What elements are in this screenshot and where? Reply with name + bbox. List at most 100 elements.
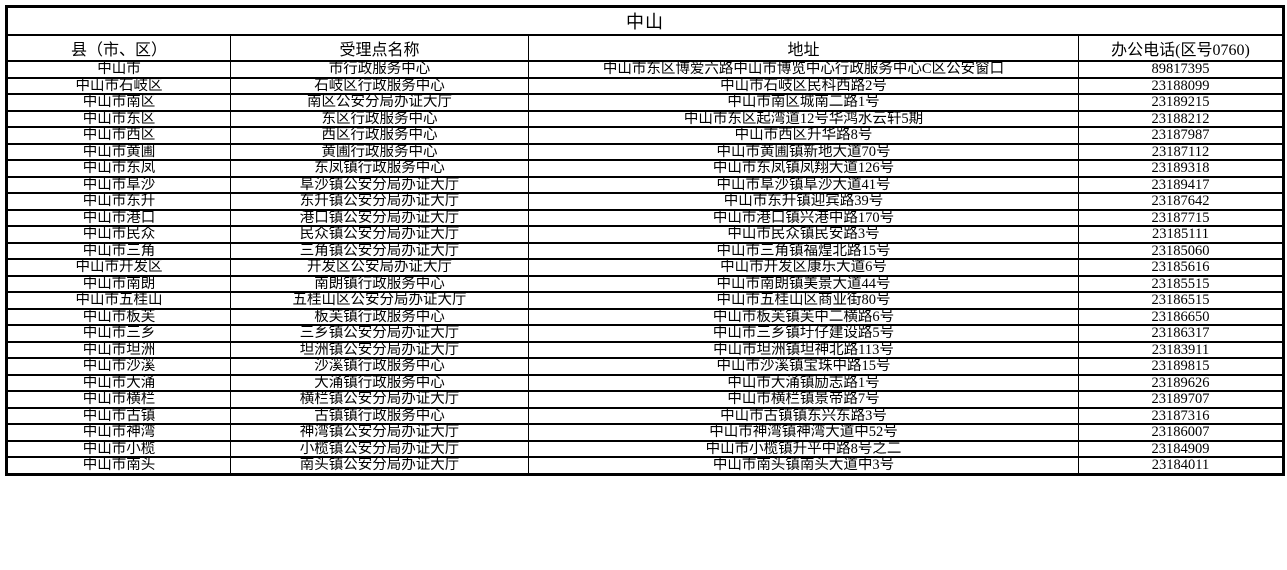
table-row: 中山市五桂山 五桂山区公安分局办证大厅 中山市五桂山区商业街80号 23186515 [6, 291, 1284, 310]
cell-phone: 23185616 [1078, 258, 1284, 277]
cell-phone: 23189707 [1078, 390, 1284, 409]
cell-office-name: 板芙镇行政服务中心 [230, 307, 529, 326]
cell-office-name: 坦洲镇公安分局办证大厅 [230, 340, 529, 359]
cell-office-name: 南区公安分局办证大厅 [230, 93, 529, 112]
cell-office-name: 大涌镇行政服务中心 [230, 373, 529, 392]
page-body: 中山 县（市、区） 受理点名称 地址 办公电话(区号0760) 中山市 市行政服务… [5, 5, 1285, 476]
cell-phone: 23184909 [1078, 439, 1284, 458]
cell-phone: 23187987 [1078, 126, 1284, 145]
cell-address: 中山市东凤镇凤翔大道126号 [528, 159, 1079, 178]
cell-phone: 23186007 [1078, 423, 1284, 442]
cell-address: 中山市南区城南二路1号 [528, 93, 1079, 112]
cell-office-name: 石岐区行政服务中心 [230, 76, 529, 95]
cell-address: 中山市板芙镇芙中二横路6号 [528, 307, 1079, 326]
cell-address: 中山市西区升华路8号 [528, 126, 1079, 145]
cell-phone: 23189215 [1078, 93, 1284, 112]
cell-office-name: 南头镇公安分局办证大厅 [230, 456, 529, 475]
cell-address: 中山市港口镇兴港中路170号 [528, 208, 1079, 227]
cell-address: 中山市三乡镇圩仔建设路5号 [528, 324, 1079, 343]
cell-address: 中山市南头镇南头大道中3号 [528, 456, 1079, 475]
cell-office-name: 神湾镇公安分局办证大厅 [230, 423, 529, 442]
cell-district: 中山市东区 [6, 109, 231, 128]
cell-address: 中山市大涌镇励志路1号 [528, 373, 1079, 392]
cell-phone: 23187715 [1078, 208, 1284, 227]
cell-district: 中山市开发区 [6, 258, 231, 277]
table-row: 中山市大涌 大涌镇行政服务中心 中山市大涌镇励志路1号 23189626 [6, 373, 1284, 392]
cell-phone: 23189417 [1078, 175, 1284, 194]
cell-district: 中山市三角 [6, 241, 231, 260]
cell-district: 中山市南头 [6, 456, 231, 475]
cell-office-name: 三乡镇公安分局办证大厅 [230, 324, 529, 343]
cell-district: 中山市民众 [6, 225, 231, 244]
table-row: 中山市古镇 古镇镇行政服务中心 中山市古镇镇东兴东路3号 23187316 [6, 406, 1284, 425]
cell-district: 中山市小榄 [6, 439, 231, 458]
cell-address: 中山市东区起湾道12号华鸿水云轩5期 [528, 109, 1079, 128]
table-row: 中山市开发区 开发区公安局办证大厅 中山市开发区康乐大道6号 23185616 [6, 258, 1284, 277]
cell-district: 中山市大涌 [6, 373, 231, 392]
table-body: 中山市 市行政服务中心 中山市东区博爱六路中山市博览中心行政服务中心C区公安窗口 89… [6, 60, 1284, 475]
table-header-row: 县（市、区） 受理点名称 地址 办公电话(区号0760) [6, 34, 1284, 62]
cell-district: 中山市阜沙 [6, 175, 231, 194]
cell-office-name: 西区行政服务中心 [230, 126, 529, 145]
cell-district: 中山市黄圃 [6, 142, 231, 161]
column-header-district: 县（市、区） [6, 34, 231, 62]
cell-address: 中山市三角镇福煌北路15号 [528, 241, 1079, 260]
cell-office-name: 东凤镇行政服务中心 [230, 159, 529, 178]
cell-phone: 23186515 [1078, 291, 1284, 310]
column-header-office-name: 受理点名称 [230, 34, 529, 62]
cell-district: 中山市古镇 [6, 406, 231, 425]
cell-district: 中山市南朗 [6, 274, 231, 293]
cell-district: 中山市东升 [6, 192, 231, 211]
cell-office-name: 东区行政服务中心 [230, 109, 529, 128]
table-row: 中山市神湾 神湾镇公安分局办证大厅 中山市神湾镇神湾大道中52号 23186007 [6, 423, 1284, 442]
table-row: 中山市三角 三角镇公安分局办证大厅 中山市三角镇福煌北路15号 23185060 [6, 241, 1284, 260]
cell-phone: 23187112 [1078, 142, 1284, 161]
cell-phone: 23188212 [1078, 109, 1284, 128]
cell-district: 中山市板芙 [6, 307, 231, 326]
table-row: 中山市石岐区 石岐区行政服务中心 中山市石岐区民科西路2号 23188099 [6, 76, 1284, 95]
cell-address: 中山市石岐区民科西路2号 [528, 76, 1079, 95]
column-header-phone: 办公电话(区号0760) [1078, 34, 1284, 62]
cell-phone: 23189815 [1078, 357, 1284, 376]
cell-district: 中山市 [6, 60, 231, 79]
cell-phone: 89817395 [1078, 60, 1284, 79]
table-title-row: 中山 [6, 5, 1284, 36]
table-row: 中山市南头 南头镇公安分局办证大厅 中山市南头镇南头大道中3号 23184011 [6, 456, 1284, 475]
table-row: 中山市横栏 横栏镇公安分局办证大厅 中山市横栏镇景帝路7号 23189707 [6, 390, 1284, 409]
cell-district: 中山市坦洲 [6, 340, 231, 359]
cell-address: 中山市沙溪镇宝珠中路15号 [528, 357, 1079, 376]
cell-district: 中山市东凤 [6, 159, 231, 178]
table-row: 中山市南区 南区公安分局办证大厅 中山市南区城南二路1号 23189215 [6, 93, 1284, 112]
cell-office-name: 开发区公安局办证大厅 [230, 258, 529, 277]
cell-district: 中山市南区 [6, 93, 231, 112]
table-row: 中山市 市行政服务中心 中山市东区博爱六路中山市博览中心行政服务中心C区公安窗口 89… [6, 60, 1284, 79]
cell-office-name: 五桂山区公安分局办证大厅 [230, 291, 529, 310]
cell-phone: 23189318 [1078, 159, 1284, 178]
cell-phone: 23185515 [1078, 274, 1284, 293]
cell-district: 中山市港口 [6, 208, 231, 227]
cell-phone: 23185060 [1078, 241, 1284, 260]
cell-phone: 23185111 [1078, 225, 1284, 244]
table-row: 中山市民众 民众镇公安分局办证大厅 中山市民众镇民安路3号 23185111 [6, 225, 1284, 244]
cell-district: 中山市西区 [6, 126, 231, 145]
cell-office-name: 小榄镇公安分局办证大厅 [230, 439, 529, 458]
cell-phone: 23188099 [1078, 76, 1284, 95]
cell-address: 中山市开发区康乐大道6号 [528, 258, 1079, 277]
cell-phone: 23187316 [1078, 406, 1284, 425]
cell-office-name: 民众镇公安分局办证大厅 [230, 225, 529, 244]
cell-district: 中山市三乡 [6, 324, 231, 343]
table-row: 中山市沙溪 沙溪镇行政服务中心 中山市沙溪镇宝珠中路15号 23189815 [6, 357, 1284, 376]
cell-office-name: 沙溪镇行政服务中心 [230, 357, 529, 376]
cell-address: 中山市阜沙镇阜沙大道41号 [528, 175, 1079, 194]
cell-office-name: 横栏镇公安分局办证大厅 [230, 390, 529, 409]
cell-office-name: 阜沙镇公安分局办证大厅 [230, 175, 529, 194]
cell-address: 中山市小榄镇升平中路8号之二 [528, 439, 1079, 458]
cell-address: 中山市东区博爱六路中山市博览中心行政服务中心C区公安窗口 [528, 60, 1079, 79]
cell-office-name: 东升镇公安分局办证大厅 [230, 192, 529, 211]
cell-phone: 23187642 [1078, 192, 1284, 211]
cell-address: 中山市南朗镇美景大道44号 [528, 274, 1079, 293]
cell-office-name: 港口镇公安分局办证大厅 [230, 208, 529, 227]
cell-address: 中山市神湾镇神湾大道中52号 [528, 423, 1079, 442]
table-row: 中山市西区 西区行政服务中心 中山市西区升华路8号 23187987 [6, 126, 1284, 145]
cell-phone: 23184011 [1078, 456, 1284, 475]
